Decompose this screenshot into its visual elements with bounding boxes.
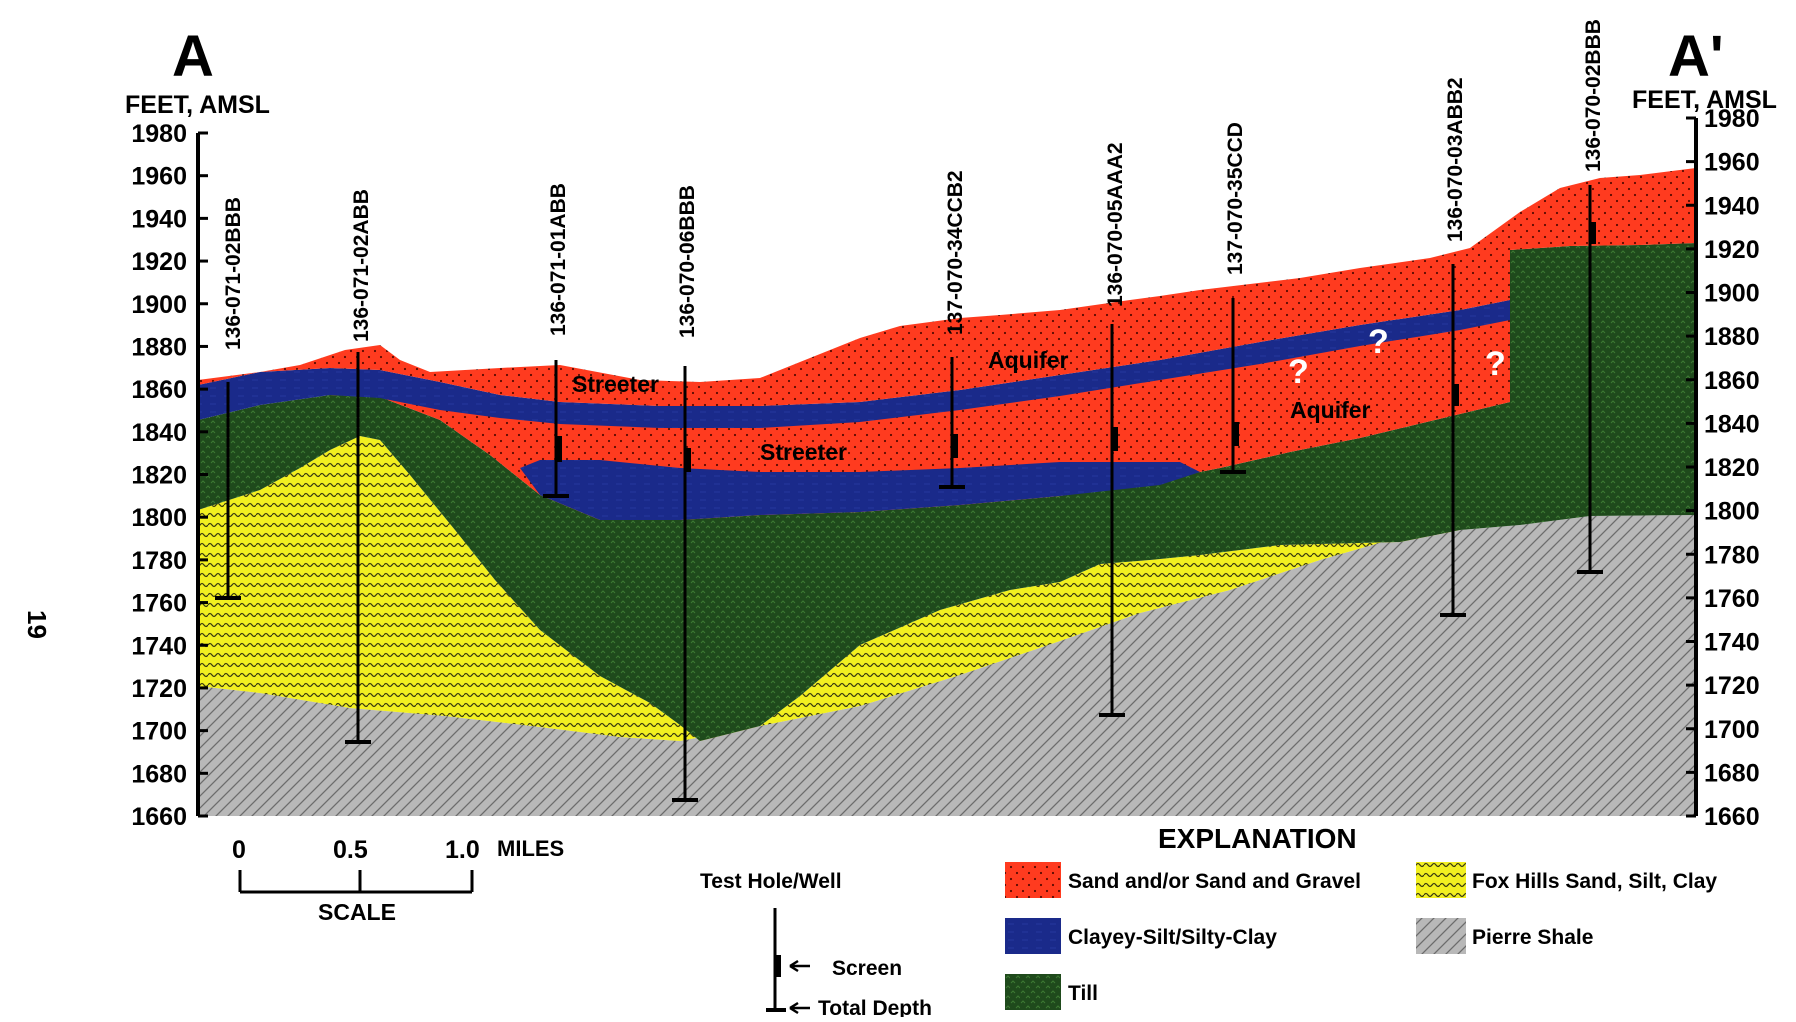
well-label: 137-070-34CCB2 [944,170,967,335]
right-tick-label: 1780 [1704,541,1760,569]
explanation-title: EXPLANATION [1158,823,1357,854]
left-tick-label: 1740 [131,632,187,660]
left-tick-label: 1820 [131,462,187,490]
well-screen [953,434,958,458]
well-label: 136-070-05AAA2 [1104,142,1127,307]
legend-swatch-sand [1005,862,1061,898]
left-tick-label: 1660 [131,803,187,831]
right-tick-label: 1840 [1704,410,1760,438]
unit-pierre-shale [198,515,1696,816]
well-label: 136-071-02BBB [222,197,245,350]
legend-swatch-fox-hills [1416,862,1466,898]
axis-ticks: 1980 1980 1960 1960 1940 1940 1920 1920 1900 1900… [131,105,1759,831]
label-streeter-lower: Streeter [760,439,847,465]
question-mark-3: ? [1485,345,1506,383]
screen-arrow-icon [789,959,810,973]
right-tick-label: 1800 [1704,498,1760,526]
scale-tick-1-0: 1.0 [445,836,480,864]
left-tick-label: 1800 [131,504,187,532]
left-axis-title: FEET, AMSL [125,91,270,119]
unit-upper-sand [198,168,1696,406]
unit-lower-clay [520,460,1200,520]
legend-label-till: Till [1068,982,1098,1005]
left-tick-label: 1960 [131,163,187,191]
right-tick-label: 1880 [1704,323,1760,351]
right-tick-label: 1820 [1704,454,1760,482]
left-tick-label: 1940 [131,205,187,233]
scale-tick-0: 0 [232,836,246,864]
left-tick-label: 1720 [131,675,187,703]
legend-swatch-till [1005,974,1061,1010]
legend-swatch-pierre [1416,918,1466,954]
well-screen [557,436,562,462]
scale-label: SCALE [318,899,396,925]
well-screen [1454,384,1459,406]
left-tick-label: 1920 [131,248,187,276]
scale-bar: 0 0.5 1.0 MILES SCALE [232,836,564,925]
scale-tick-0-5: 0.5 [333,836,368,864]
explanation-legend: EXPLANATION Sand and/or Sand and Gravel … [1005,823,1717,1010]
unit-till [198,243,1696,741]
right-tick-label: 1720 [1704,672,1760,700]
question-mark-2: ? [1368,323,1389,361]
left-tick-label: 1760 [131,590,187,618]
well-label: 136-070-02BBB [1582,19,1605,172]
right-tick-label: 1700 [1704,716,1760,744]
scale-units: MILES [497,836,564,861]
right-tick-label: 1940 [1704,192,1760,220]
left-tick-label: 1840 [131,419,187,447]
right-tick-label: 1900 [1704,280,1760,308]
well-label: 137-070-35CCD [1224,122,1247,275]
legend-label-clay: Clayey-Silt/Silty-Clay [1068,926,1277,949]
left-tick-label: 1900 [131,291,187,319]
legend-label-fox-hills: Fox Hills Sand, Silt, Clay [1472,870,1717,893]
well-label: 136-071-01ABB [547,183,570,336]
section-right-label: A' [1668,24,1724,89]
left-tick-label: 1700 [131,718,187,746]
right-tick-label: 1740 [1704,629,1760,657]
well-label: 136-071-02ABB [350,189,373,342]
well-screen [1113,427,1118,451]
geologic-units [198,168,1696,816]
legend-label-pierre: Pierre Shale [1472,926,1593,949]
label-aquifer-upper: Aquifer [988,347,1069,373]
legend-swatch-clay [1005,918,1061,954]
right-tick-label: 1980 [1704,105,1760,133]
test-hole-title: Test Hole/Well [700,870,842,893]
unit-fox-hills [198,436,1460,741]
screen-symbol [776,955,781,977]
unit-upper-clay [198,300,1510,428]
total-depth-label: Total Depth [818,997,932,1017]
page-number: 19 [22,610,52,639]
wells: 136-071-02BBB 136-071-02ABB 136-071-01ABB 1… [215,19,1605,802]
label-streeter-upper: Streeter [572,371,659,397]
total-depth-arrow-icon [789,1001,810,1015]
left-tick-label: 1980 [131,120,187,148]
left-tick-label: 1780 [131,547,187,575]
right-tick-label: 1680 [1704,759,1760,787]
well-screen [1234,422,1239,446]
right-tick-label: 1920 [1704,236,1760,264]
left-tick-label: 1880 [131,333,187,361]
label-aquifer-lower: Aquifer [1290,397,1371,423]
well-screen [686,448,691,472]
well-screen [1591,222,1596,244]
well-label: 136-070-03ABB2 [1444,77,1467,242]
question-mark-1: ? [1288,353,1309,391]
left-tick-label: 1680 [131,760,187,788]
left-tick-label: 1860 [131,376,187,404]
right-tick-label: 1960 [1704,149,1760,177]
right-tick-label: 1860 [1704,367,1760,395]
right-tick-label: 1660 [1704,803,1760,831]
screen-label: Screen [832,957,902,980]
test-hole-legend: Test Hole/Well Screen Total Depth [700,870,932,1020]
well-label: 136-070-06BBB [676,185,699,338]
right-tick-label: 1760 [1704,585,1760,613]
section-left-label: A [172,24,214,89]
right-axis-title: FEET, AMSL [1632,86,1777,114]
legend-label-sand: Sand and/or Sand and Gravel [1068,870,1361,893]
